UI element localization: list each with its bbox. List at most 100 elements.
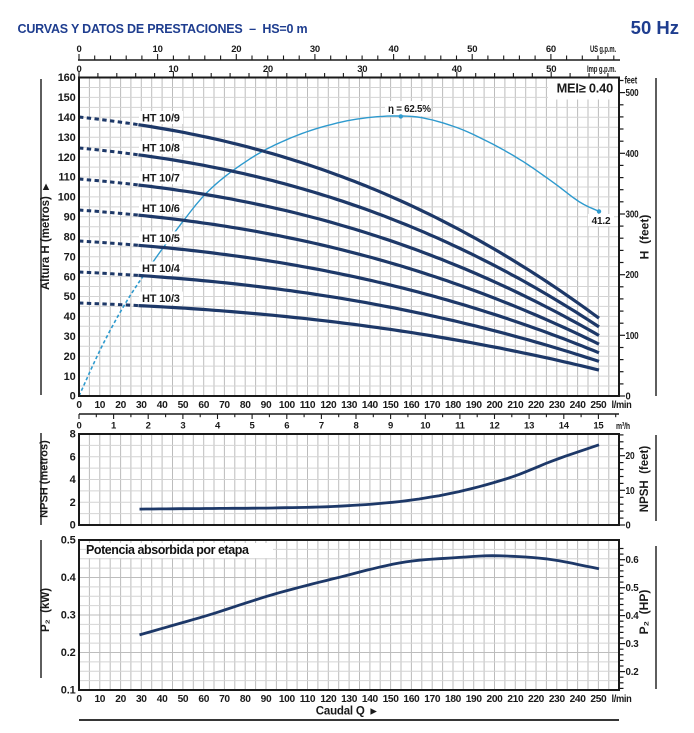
svg-text:220: 220 [528,400,545,411]
svg-text:60: 60 [198,694,209,705]
svg-text:60: 60 [198,400,209,411]
svg-text:20: 20 [115,694,126,705]
svg-text:100: 100 [58,192,76,204]
svg-text:7: 7 [319,421,324,432]
svg-text:0.5: 0.5 [61,535,76,547]
svg-text:CURVAS Y DATOS DE PRESTACIONES: CURVAS Y DATOS DE PRESTACIONES – HS=0 m [18,22,308,36]
svg-text:120: 120 [58,152,76,164]
svg-text:2: 2 [146,421,151,432]
svg-text:11: 11 [455,421,466,432]
svg-text:m³/h: m³/h [616,421,630,432]
svg-text:200: 200 [487,694,504,705]
svg-text:70: 70 [64,251,76,263]
svg-text:20: 20 [263,64,273,75]
svg-text:240: 240 [570,400,587,411]
svg-text:0.2: 0.2 [61,647,76,659]
svg-text:0.3: 0.3 [61,610,76,622]
svg-text:0: 0 [76,400,82,411]
svg-text:30: 30 [357,64,367,75]
svg-text:50: 50 [467,44,477,55]
svg-text:HT 10/6: HT 10/6 [142,203,180,215]
svg-text:100: 100 [279,400,296,411]
svg-text:80: 80 [240,400,251,411]
svg-text:200: 200 [626,270,639,281]
svg-text:80: 80 [240,694,251,705]
svg-text:160: 160 [58,72,76,84]
svg-text:Altura H (metros) ▸: Altura H (metros) ▸ [40,183,52,290]
svg-text:HT 10/9: HT 10/9 [142,113,180,125]
svg-text:160: 160 [403,400,420,411]
svg-text:250: 250 [590,694,607,705]
svg-text:0.1: 0.1 [61,685,76,697]
svg-text:10: 10 [168,64,178,75]
svg-text:170: 170 [424,694,441,705]
svg-text:Caudal Q ▸: Caudal Q ▸ [316,705,378,717]
svg-text:150: 150 [383,694,400,705]
svg-text:150: 150 [58,92,76,104]
svg-text:HT 10/5: HT 10/5 [142,233,180,245]
svg-text:50: 50 [546,64,556,75]
svg-text:30: 30 [64,331,76,343]
svg-text:180: 180 [445,400,462,411]
svg-text:10: 10 [153,44,163,55]
svg-text:0.4: 0.4 [626,611,640,622]
svg-text:HT 10/3: HT 10/3 [142,293,180,305]
svg-text:240: 240 [570,694,587,705]
svg-text:HT 10/4: HT 10/4 [142,263,181,275]
svg-text:0.5: 0.5 [626,583,640,594]
svg-text:0: 0 [70,520,76,532]
svg-text:190: 190 [466,694,483,705]
svg-text:20: 20 [115,400,126,411]
svg-text:4: 4 [70,474,77,486]
svg-text:20: 20 [626,451,635,462]
svg-text:80: 80 [64,231,76,243]
svg-text:5: 5 [250,421,256,432]
svg-text:9: 9 [388,421,393,432]
svg-text:140: 140 [362,400,379,411]
svg-text:500: 500 [626,88,639,99]
svg-text:40: 40 [157,400,168,411]
svg-text:P₂ (kW): P₂ (kW) [40,588,52,632]
svg-text:feet: feet [625,76,638,87]
svg-text:10: 10 [94,694,105,705]
svg-text:2: 2 [70,497,76,509]
svg-text:10: 10 [626,486,635,497]
svg-text:200: 200 [487,400,504,411]
svg-text:70: 70 [219,400,230,411]
svg-text:140: 140 [362,694,379,705]
svg-text:40: 40 [389,44,399,55]
svg-text:10: 10 [64,371,76,383]
svg-text:160: 160 [403,694,420,705]
svg-text:Imp g.p.m.: Imp g.p.m. [587,64,616,75]
svg-text:120: 120 [320,400,337,411]
svg-text:0.3: 0.3 [626,639,640,650]
svg-text:120: 120 [320,694,337,705]
svg-text:60: 60 [64,271,76,283]
svg-text:190: 190 [466,400,483,411]
svg-text:US g.p.m.: US g.p.m. [590,44,616,55]
svg-text:130: 130 [58,132,76,144]
svg-text:41.2: 41.2 [592,216,611,227]
svg-text:0: 0 [76,44,81,55]
svg-text:50: 50 [178,694,189,705]
svg-text:40: 40 [157,694,168,705]
svg-text:15: 15 [593,421,604,432]
svg-text:l/min: l/min [612,400,632,411]
svg-text:4: 4 [215,421,221,432]
svg-text:30: 30 [136,694,147,705]
svg-text:210: 210 [507,400,524,411]
svg-text:90: 90 [261,694,272,705]
svg-text:6: 6 [70,451,76,463]
svg-text:14: 14 [559,421,570,432]
svg-text:50 Hz: 50 Hz [631,17,679,38]
svg-text:180: 180 [445,694,462,705]
svg-text:0.4: 0.4 [61,572,77,584]
svg-text:0: 0 [70,391,76,403]
svg-text:300: 300 [626,210,639,221]
svg-text:130: 130 [341,694,358,705]
svg-text:HT 10/7: HT 10/7 [142,173,180,185]
svg-text:P₂ (HP): P₂ (HP) [637,590,651,635]
svg-text:Potencia absorbida por etapa: Potencia absorbida por etapa [86,543,250,557]
svg-text:0.6: 0.6 [626,555,640,566]
svg-text:13: 13 [524,421,534,432]
